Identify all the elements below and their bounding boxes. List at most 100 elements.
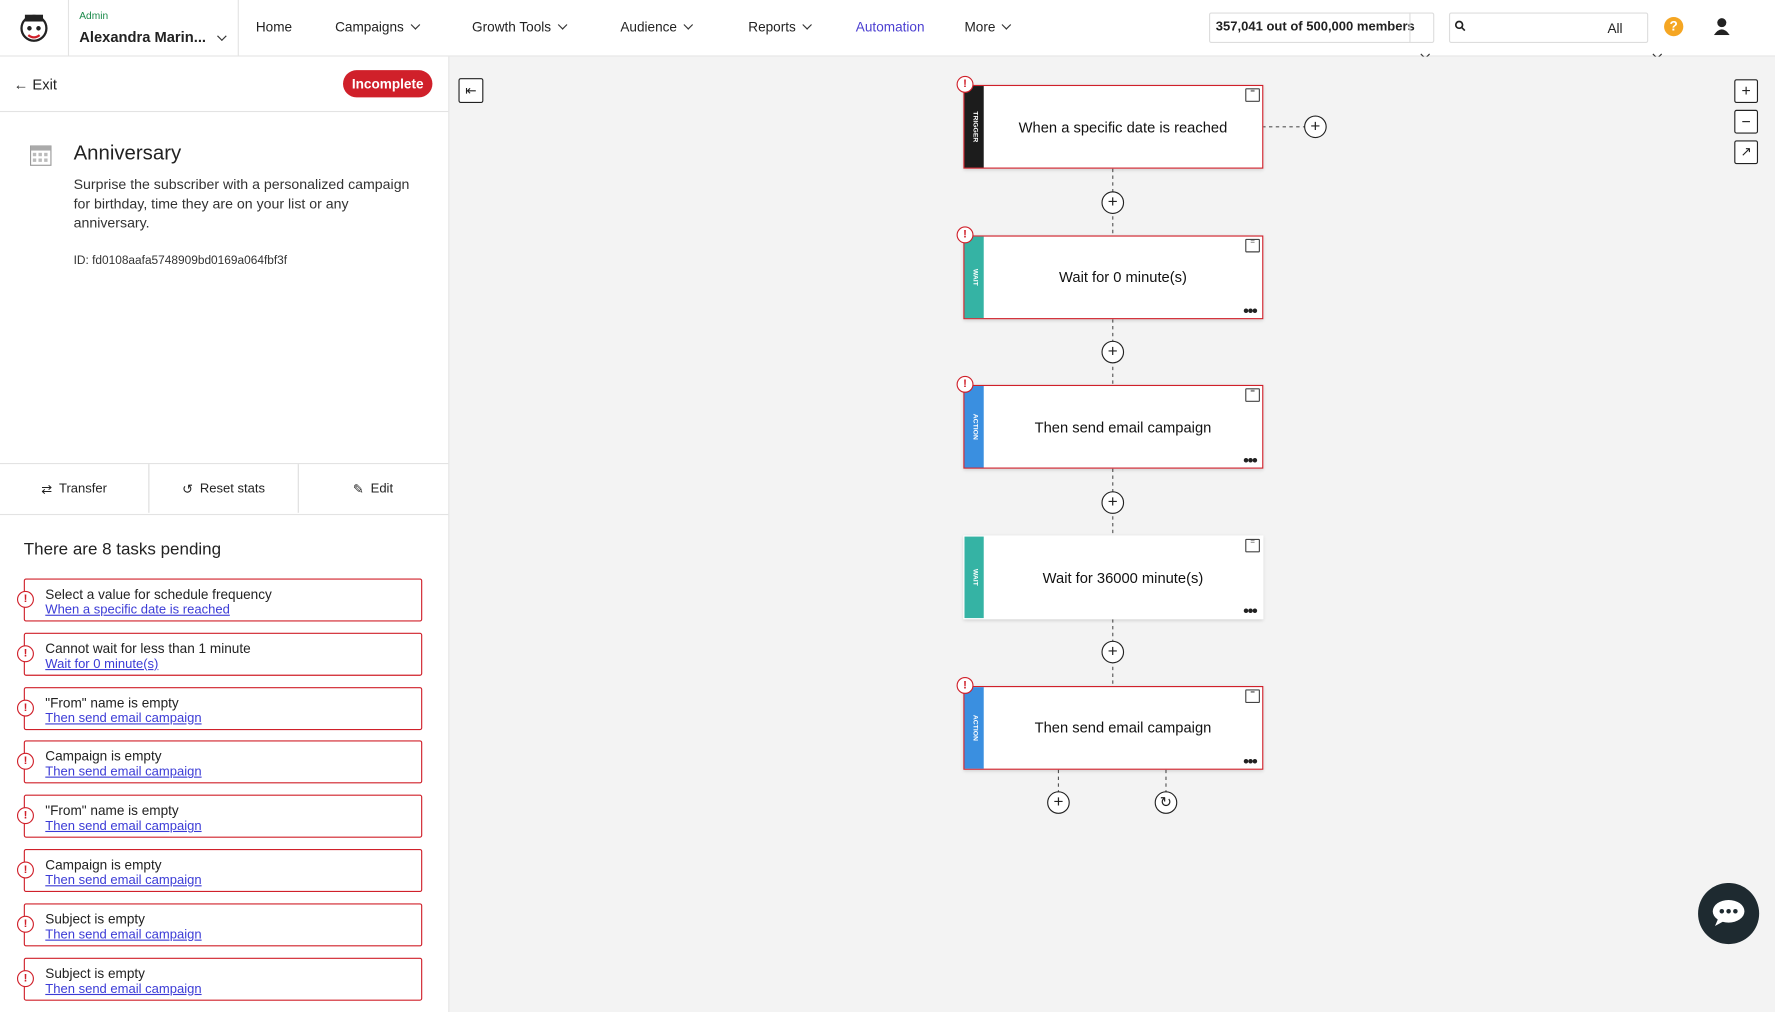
- more-menu[interactable]: •••: [1243, 450, 1257, 470]
- nav-item[interactable]: Home: [256, 19, 292, 35]
- task-link[interactable]: When a specific date is reached: [45, 603, 230, 617]
- add-step[interactable]: +: [1101, 340, 1125, 364]
- task-link[interactable]: Then send email campaign: [45, 982, 202, 996]
- status-badge: Incomplete: [343, 70, 433, 98]
- action-label: Edit: [370, 481, 394, 496]
- error-icon: !: [16, 590, 34, 608]
- nav-item[interactable]: Audience: [620, 19, 694, 36]
- workflow-id: ID: fd0108aafa5748909bd0169a064fbf3f: [73, 253, 288, 268]
- note-icon[interactable]: ≡: [1245, 538, 1260, 553]
- task-message: "From" name is empty: [45, 694, 179, 711]
- exit-button[interactable]: ← Exit: [13, 75, 57, 93]
- add-step[interactable]: +: [1304, 115, 1327, 139]
- chevron: [557, 20, 568, 30]
- task-message: "From" name is empty: [45, 802, 179, 819]
- task-link[interactable]: Then send email campaign: [45, 711, 202, 726]
- task-item: "From" name is empty Then send email camp…: [23, 686, 423, 730]
- chevron: [1001, 20, 1012, 30]
- node-label: Then send email campaign: [1034, 418, 1212, 436]
- chat-button[interactable]: [1698, 882, 1760, 945]
- nav-label: Automation: [855, 19, 925, 36]
- task-link[interactable]: Then send email campaign: [45, 819, 202, 834]
- action-button[interactable]: ✎ Edit: [299, 464, 447, 513]
- workflow-node[interactable]: WAIT Wait for 36000 minute(s) ≡ •••: [963, 535, 1264, 620]
- chevron: [683, 20, 694, 30]
- user-icon[interactable]: [1713, 17, 1731, 36]
- more-menu[interactable]: •••: [1243, 300, 1257, 319]
- action-button[interactable]: ⇄ Transfer: [0, 464, 150, 513]
- workflow-node[interactable]: ACTION Then send email campaign ≡ •••: [963, 385, 1264, 470]
- node-label: When a specific date is reached: [1018, 118, 1228, 136]
- workflow-node[interactable]: WAIT Wait for 0 minute(s) ≡ •••: [963, 235, 1264, 319]
- search-scope[interactable]: All: [1607, 20, 1623, 37]
- task-message: Campaign is empty: [45, 856, 162, 873]
- node-tag: ACTION: [964, 686, 984, 769]
- note-icon[interactable]: ≡: [1245, 237, 1260, 253]
- error-icon: !: [16, 753, 34, 771]
- nav-item[interactable]: Growth Tools: [472, 19, 568, 36]
- action-icon: ↺: [182, 482, 194, 497]
- workflow-description: Surprise the subscriber with a personali…: [73, 176, 410, 231]
- divider: [1409, 12, 1411, 44]
- nav-item[interactable]: Campaigns: [335, 19, 420, 35]
- nav-item[interactable]: Reports: [748, 19, 812, 35]
- task-item: Campaign is empty Then send email campaig…: [23, 849, 423, 893]
- error-icon: !: [16, 915, 34, 933]
- add-step[interactable]: +: [1101, 191, 1125, 214]
- add-step[interactable]: +: [1047, 791, 1070, 814]
- more-menu[interactable]: •••: [1243, 601, 1257, 620]
- note-icon[interactable]: ≡: [1245, 388, 1260, 403]
- task-link[interactable]: Then send email campaign: [45, 928, 202, 942]
- nav-item[interactable]: More: [964, 19, 1012, 36]
- members: 357,041 out of 500,000 members: [1215, 20, 1415, 34]
- note-icon[interactable]: ≡: [1245, 87, 1260, 102]
- task-item: "From" name is empty Then send email camp…: [23, 794, 423, 838]
- nav-label: More: [964, 19, 996, 36]
- note-icon[interactable]: ≡: [1245, 688, 1260, 703]
- task-item: Subject is empty Then send email campaign: [23, 957, 423, 1001]
- logo[interactable]: [18, 11, 50, 43]
- error-icon: !: [16, 645, 34, 663]
- task-item: Select a value for schedule frequency Whe…: [23, 578, 423, 622]
- add-step[interactable]: +: [1101, 491, 1125, 514]
- action-bar: [0, 462, 449, 516]
- nav-item[interactable]: Automation: [856, 19, 925, 35]
- action-icon: ✎: [352, 482, 364, 497]
- zoom-out[interactable]: −: [1734, 109, 1759, 134]
- node-label: Wait for 36000 minute(s): [1042, 568, 1204, 586]
- node-label: Then send email campaign: [1034, 719, 1212, 737]
- connectors: [1057, 126, 1306, 793]
- task-link[interactable]: Then send email campaign: [45, 765, 202, 780]
- workflow-node[interactable]: TRIGGER When a specific date is reached ≡: [963, 84, 1264, 169]
- add-step[interactable]: +: [1101, 640, 1125, 664]
- node-tag: WAIT: [964, 236, 984, 318]
- account-switcher[interactable]: [67, 0, 239, 56]
- node-tag-label: WAIT: [970, 568, 978, 586]
- action-button[interactable]: ↺ Reset stats: [149, 464, 299, 513]
- admin-label: Admin: [79, 10, 109, 22]
- action-label: Reset stats: [199, 481, 265, 496]
- help-icon[interactable]: ?: [1664, 16, 1684, 37]
- task-item: Subject is empty Then send email campaign: [23, 903, 423, 947]
- exit-label: Exit: [32, 75, 57, 93]
- task-link[interactable]: Then send email campaign: [45, 873, 202, 888]
- node-label: Wait for 0 minute(s): [1059, 268, 1187, 286]
- collapse-button[interactable]: ⇤: [458, 78, 484, 104]
- members-box[interactable]: [1208, 12, 1435, 44]
- nav-label: Growth Tools: [472, 19, 552, 36]
- workflow-node[interactable]: ACTION Then send email campaign ≡ •••: [963, 685, 1264, 770]
- zoom-in[interactable]: +: [1734, 79, 1759, 104]
- loop-step[interactable]: ↻: [1154, 791, 1178, 814]
- search-box[interactable]: [1448, 12, 1649, 44]
- task-link[interactable]: Wait for 0 minute(s): [45, 657, 159, 672]
- task-item: Cannot wait for less than 1 minute Wait f…: [23, 632, 423, 676]
- chevron: [802, 20, 812, 30]
- task-message: Select a value for schedule frequency: [45, 586, 272, 603]
- nav-label: Home: [255, 19, 293, 36]
- account-name: Alexandra Marin...: [79, 28, 207, 46]
- more-menu[interactable]: •••: [1243, 751, 1257, 770]
- fit-view[interactable]: ↗: [1734, 140, 1759, 165]
- nav-label: Audience: [620, 19, 678, 36]
